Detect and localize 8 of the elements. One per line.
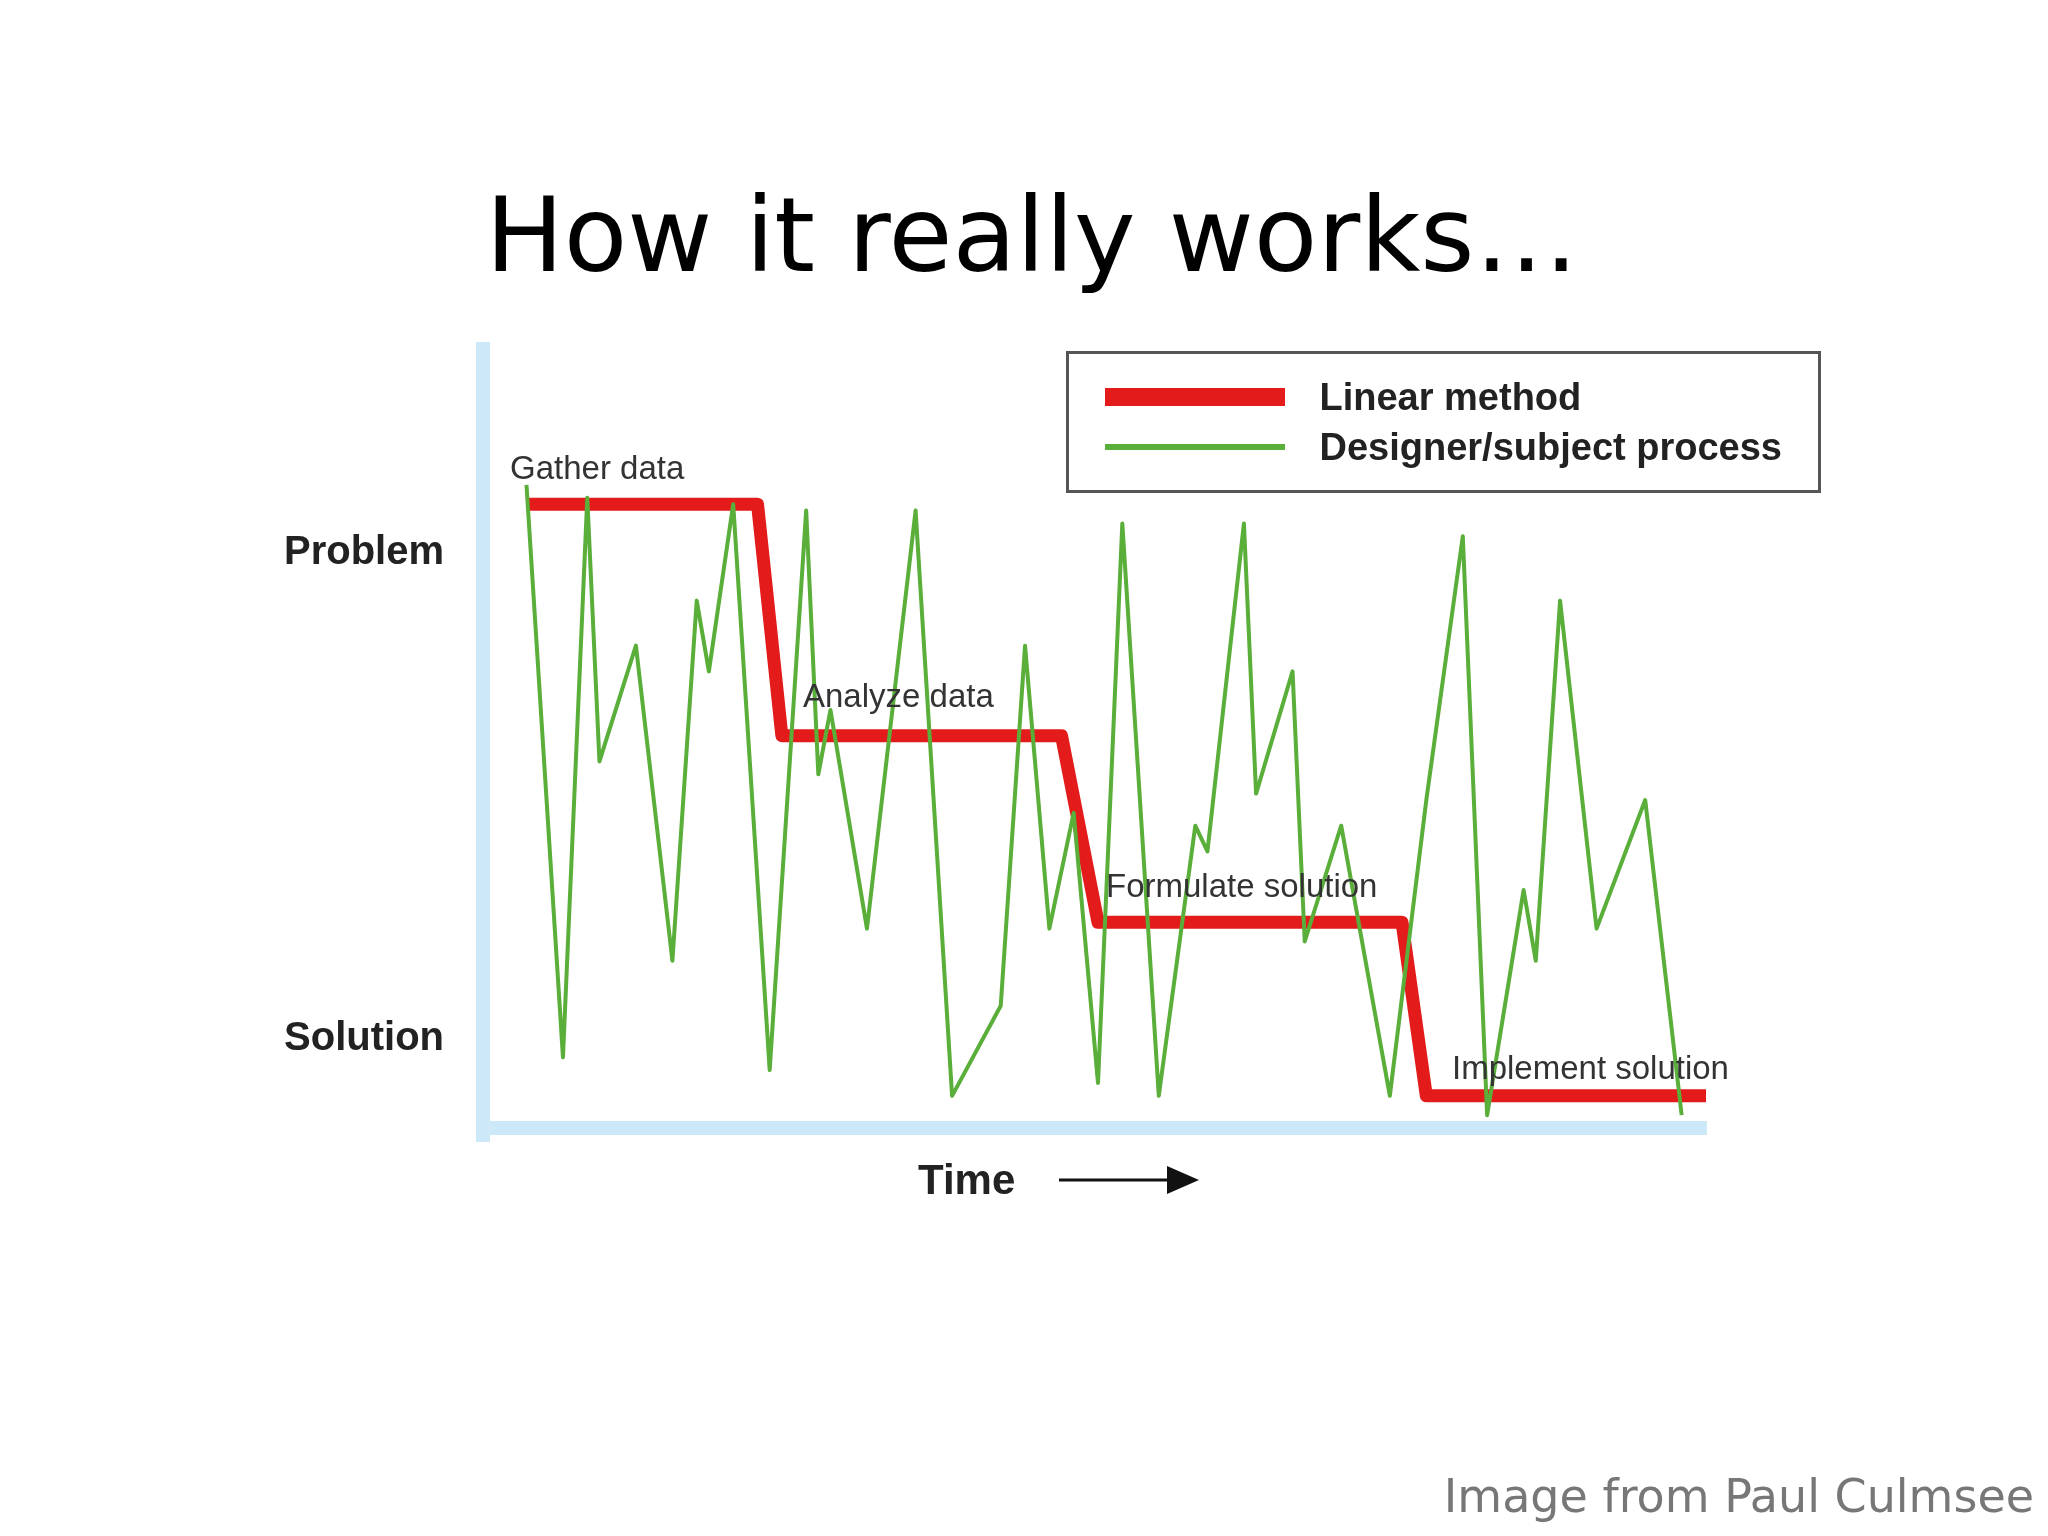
legend-label: Linear method bbox=[1319, 375, 1582, 419]
text: Solution bbox=[284, 1013, 444, 1060]
x-axis-title: Time bbox=[918, 1156, 1016, 1204]
text: Problem bbox=[283, 527, 444, 574]
legend-label: Designer/subject process bbox=[1319, 425, 1782, 469]
chart-title: How it really works… bbox=[484, 173, 1580, 298]
annotation: Gather data bbox=[510, 448, 685, 488]
text: Image from Paul Culmsee bbox=[1443, 1468, 2034, 1524]
